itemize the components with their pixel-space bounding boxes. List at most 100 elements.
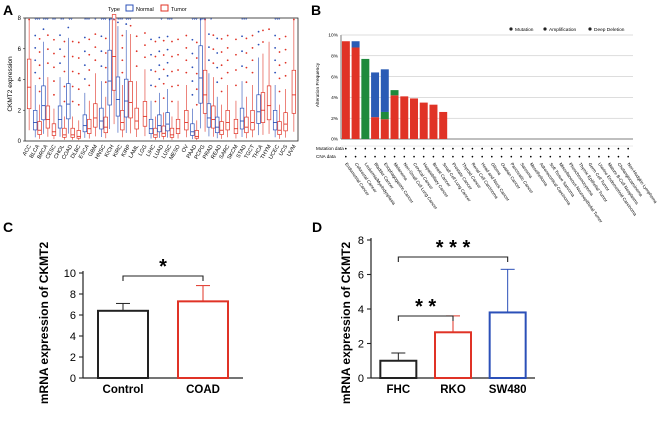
mutation-track-mark: •	[364, 147, 366, 153]
outlier-normal	[191, 80, 194, 82]
outlier-tumor	[235, 84, 237, 87]
box-tumor	[37, 121, 42, 135]
mutation-track-mark: •	[393, 147, 395, 153]
box-normal	[148, 118, 154, 134]
outlier-tumor	[77, 103, 80, 106]
panel-a-significance: ***	[241, 18, 247, 24]
bar-mutation	[400, 96, 409, 139]
box-tumor	[120, 110, 125, 131]
cna-track-mark: •	[491, 155, 493, 161]
category-label: Control	[103, 384, 144, 396]
panel-label-d: D	[312, 219, 322, 235]
outlier-tumor	[28, 18, 31, 21]
mutation-track-mark: •	[384, 147, 386, 153]
box-tumor	[128, 81, 133, 119]
ytick-label: 0	[70, 373, 76, 385]
outlier-tumor	[278, 37, 281, 40]
mutation-track-mark: •	[355, 147, 357, 153]
legend-tumor-swatch	[160, 4, 169, 12]
outlier-tumor	[77, 41, 80, 44]
outlier-normal	[83, 50, 86, 53]
outlier-tumor	[46, 34, 49, 37]
outlier-tumor	[278, 77, 281, 80]
panel-a-category-label: GBM	[88, 144, 100, 158]
box-tumor	[175, 118, 181, 134]
outlier-normal	[83, 36, 86, 39]
outlier-normal	[191, 93, 194, 96]
panel-a-category-label: ACC	[22, 144, 33, 157]
box-tumor	[219, 121, 224, 135]
outlier-tumor	[220, 64, 223, 67]
outlier-normal	[150, 38, 152, 41]
ytick-label: 10	[64, 268, 76, 280]
bar-deletion	[380, 69, 389, 112]
panel-a-significance: **	[52, 18, 56, 24]
outlier-tumor	[212, 34, 215, 37]
panel-b-ytick-label: 4%	[331, 95, 339, 101]
outlier-tumor	[121, 59, 124, 62]
outlier-tumor	[204, 18, 206, 21]
outlier-tumor	[171, 40, 173, 43]
panel-a-ytick-label: 8	[18, 16, 22, 22]
outlier-tumor	[154, 55, 157, 58]
panel-a-legend-tumor: Tumor	[171, 7, 187, 13]
outlier-tumor	[121, 47, 124, 49]
panel-b-legend-amplification: Amplification	[549, 27, 577, 33]
box-tumor	[142, 101, 148, 127]
outlier-tumor	[88, 69, 91, 71]
outlier-tumor	[226, 47, 229, 49]
outlier-tumor	[113, 18, 115, 21]
panel-a-ytick-label: 4	[18, 78, 22, 84]
box-tumor	[70, 127, 75, 138]
outlier-tumor	[235, 38, 237, 41]
mutation-track-mark: •	[520, 147, 522, 153]
significance-bracket	[122, 275, 204, 281]
outlier-tumor	[53, 93, 55, 96]
outlier-tumor	[185, 34, 188, 37]
box-tumor	[277, 121, 282, 135]
box-normal	[99, 107, 104, 130]
outlier-tumor	[121, 71, 124, 74]
outlier-normal	[274, 59, 277, 62]
box-normal	[157, 114, 162, 133]
box-normal	[41, 85, 46, 121]
outlier-tumor	[154, 85, 157, 88]
box-normal	[256, 94, 261, 124]
cna-track-mark: •	[462, 155, 464, 161]
outlier-tumor	[38, 64, 41, 67]
outlier-tumor	[154, 70, 157, 73]
outlier-tumor	[144, 56, 146, 59]
panel-a-category-label: LIHC	[145, 144, 156, 158]
outlier-tumor	[220, 77, 223, 80]
mutation-track-mark: •	[471, 147, 473, 153]
box-tumor	[211, 105, 216, 129]
panel-a-significance: ***	[117, 18, 123, 24]
cna-track-mark: •	[432, 155, 434, 161]
mutation-track-mark: •	[432, 147, 434, 153]
outlier-tumor	[53, 38, 55, 41]
outlier-tumor	[262, 29, 264, 32]
legend-normal-swatch	[125, 4, 134, 12]
mutation-track-mark: •	[403, 147, 405, 153]
outlier-tumor	[195, 57, 198, 59]
box-normal	[198, 45, 203, 104]
panel-a-significance: ***	[192, 18, 198, 24]
mutation-track-mark: •	[462, 147, 464, 153]
cna-track-mark: •	[452, 155, 454, 161]
outlier-normal	[150, 53, 152, 56]
cna-track-mark: •	[442, 155, 444, 161]
outlier-tumor	[284, 48, 287, 51]
outlier-tumor	[195, 103, 198, 106]
outlier-normal	[257, 30, 260, 33]
ytick-label: 2	[70, 352, 76, 364]
bar-mutation	[371, 117, 380, 139]
panel-a-category-label: KIRC	[112, 144, 124, 158]
outlier-tumor	[104, 66, 107, 69]
outlier-normal	[166, 74, 169, 77]
panel-b-ytick-label: 0%	[331, 137, 339, 143]
box-normal	[190, 123, 195, 136]
mutation-track-mark: •	[617, 147, 619, 153]
outlier-tumor	[104, 52, 107, 54]
outlier-tumor	[177, 84, 179, 87]
box-tumor	[202, 69, 208, 114]
